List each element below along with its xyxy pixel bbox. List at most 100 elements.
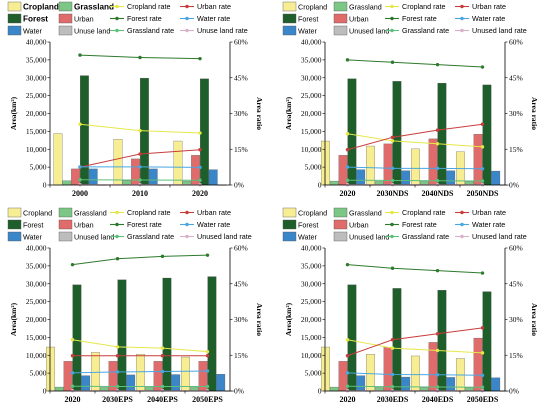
point-forest-rate-2010 [138,55,142,60]
legend-marker-unused-land-rate [460,28,464,33]
point-grassland-rate-2040eps [160,384,165,389]
bar-forest-2020 [347,284,357,392]
bar-water-2050nds [491,170,501,186]
y2-tick-label: 60% [509,244,523,253]
point-forest-rate-2020 [345,58,350,62]
x-tick-label: 2020 [192,189,208,198]
legend-label-grassland: Grassland [74,208,107,217]
point-water-rate-2020 [70,371,75,375]
legend-label-cropland-rate: Cropland rate [127,208,171,217]
point-urban-rate-2050eps [205,354,210,358]
bar-forest-2040nds [437,82,447,186]
point-water-rate-2020 [345,165,350,169]
y-tick-label: 15,000 [301,127,322,136]
point-grassland-rate-2030nds [390,178,395,183]
y-axis-title: Area(km²) [284,302,293,336]
y2-axis-title: Area ratio [255,97,264,130]
x-tick-label: 2040EDS [422,395,454,404]
point-forest-rate-2030nds [390,60,395,64]
y-tick-label: 5,000 [305,163,322,172]
legend-label-water: Water [23,26,43,35]
legend-marker-cropland-rate [115,210,119,215]
bar-water-2000 [88,168,98,186]
y-tick-label: 25,000 [301,91,322,100]
y-tick-label: 10,000 [26,351,47,360]
line-forest-rate [72,254,208,266]
legend-swatch-cropland [7,207,22,218]
bar-forest-2050nds [482,84,492,186]
legend-label-urban: Urban [74,14,94,23]
legend-marker-water-rate [185,222,189,227]
legend-label-forest: Forest [23,14,48,23]
legend-label-forest: Forest [298,220,318,229]
point-urban-rate-2010 [138,152,142,156]
bar-water-2020 [356,375,366,392]
x-tick-label: 2050NDS [466,189,499,198]
bar-water-2040eps [171,374,181,392]
legend-swatch-grassland [58,207,73,218]
bar-urban-2050eds [473,337,483,392]
point-forest-rate-2040nds [435,62,440,67]
bar-urban-2050nds [473,134,483,186]
x-tick-label: 2030NDS [376,189,409,198]
legend-marker-forest-rate [115,16,119,21]
y2-tick-label: 60% [509,38,523,47]
point-water-rate-2050eds [480,373,485,377]
chart-panel-3: 0 5,000 10,000 15,000 20,000 25,000 30,000 35,0… [7,207,264,404]
bar-cropland-2030nds [366,145,375,186]
bar-forest-2030eps [117,279,127,392]
point-cropland-rate-2000 [78,122,82,126]
y2-axis-title: Area ratio [530,97,539,130]
legend-label-grassland-rate: Grassland rate [402,232,449,241]
point-cropland-rate-2010 [138,128,142,133]
legend-marker-cropland-rate [390,4,394,9]
bar-cropland-2020 [321,346,330,392]
bar-urban-2040nds [428,138,438,186]
legend: Cropland Forest Water Grassland Urban Unused … [282,207,527,241]
legend-label-urban-rate: Urban rate [472,2,506,11]
bar-water-2030eps [126,374,136,392]
point-grassland-rate-2020 [345,178,350,182]
point-urban-rate-2040eps [160,354,165,358]
x-tick-label: 2050EDS [467,395,499,404]
y-tick-label: 20,000 [26,109,47,118]
legend-swatch-grassland [333,1,348,12]
legend-label-water: Water [298,26,318,35]
y2-tick-label: 45% [509,73,523,82]
point-cropland-rate-2050eps [205,349,210,354]
legend-label-grassland: Grassland [349,2,382,11]
x-tick-label: 2020 [340,395,356,404]
legend-marker-water-rate [460,222,464,227]
point-forest-rate-2030eps [115,257,120,261]
bar-cropland-2030eds [366,354,375,392]
legend-label-forest: Forest [23,220,43,229]
bar-cropland-2030eps [91,352,100,392]
point-cropland-rate-2040eps [160,346,165,350]
legend-marker-unuse-land-rate [185,28,189,33]
point-urban-rate-2040eds [435,332,440,336]
y-tick-label: 20,000 [301,315,322,324]
y2-tick-label: 0% [234,181,244,190]
line-water-rate [72,370,208,374]
point-water-rate-2020 [198,165,202,170]
legend-swatch-urban [333,13,348,24]
x-tick-label: 2030EPS [102,395,133,404]
y2-tick-label: 15% [509,145,523,154]
y-tick-label: 30,000 [301,73,322,82]
y2-tick-label: 30% [234,109,248,118]
y-tick-label: 35,000 [26,55,47,64]
legend-marker-unused-land-rate [460,234,464,239]
y-axis-title: Area(km²) [9,302,18,336]
legend-label-unused-land: Unused land [74,232,114,241]
bar-urban-2010 [131,158,141,186]
point-forest-rate-2020 [345,262,350,267]
legend-label-cropland-rate: Cropland rate [402,208,446,217]
point-forest-rate-2000 [78,53,82,57]
y-tick-label: 0 [318,181,322,190]
bar-cropland-2020 [321,140,330,186]
point-grassland-rate-2020 [198,178,202,182]
point-grassland-rate-2050nds [480,179,485,183]
bar-water-2050eds [491,377,501,392]
y2-axis-title: Area ratio [530,303,539,336]
